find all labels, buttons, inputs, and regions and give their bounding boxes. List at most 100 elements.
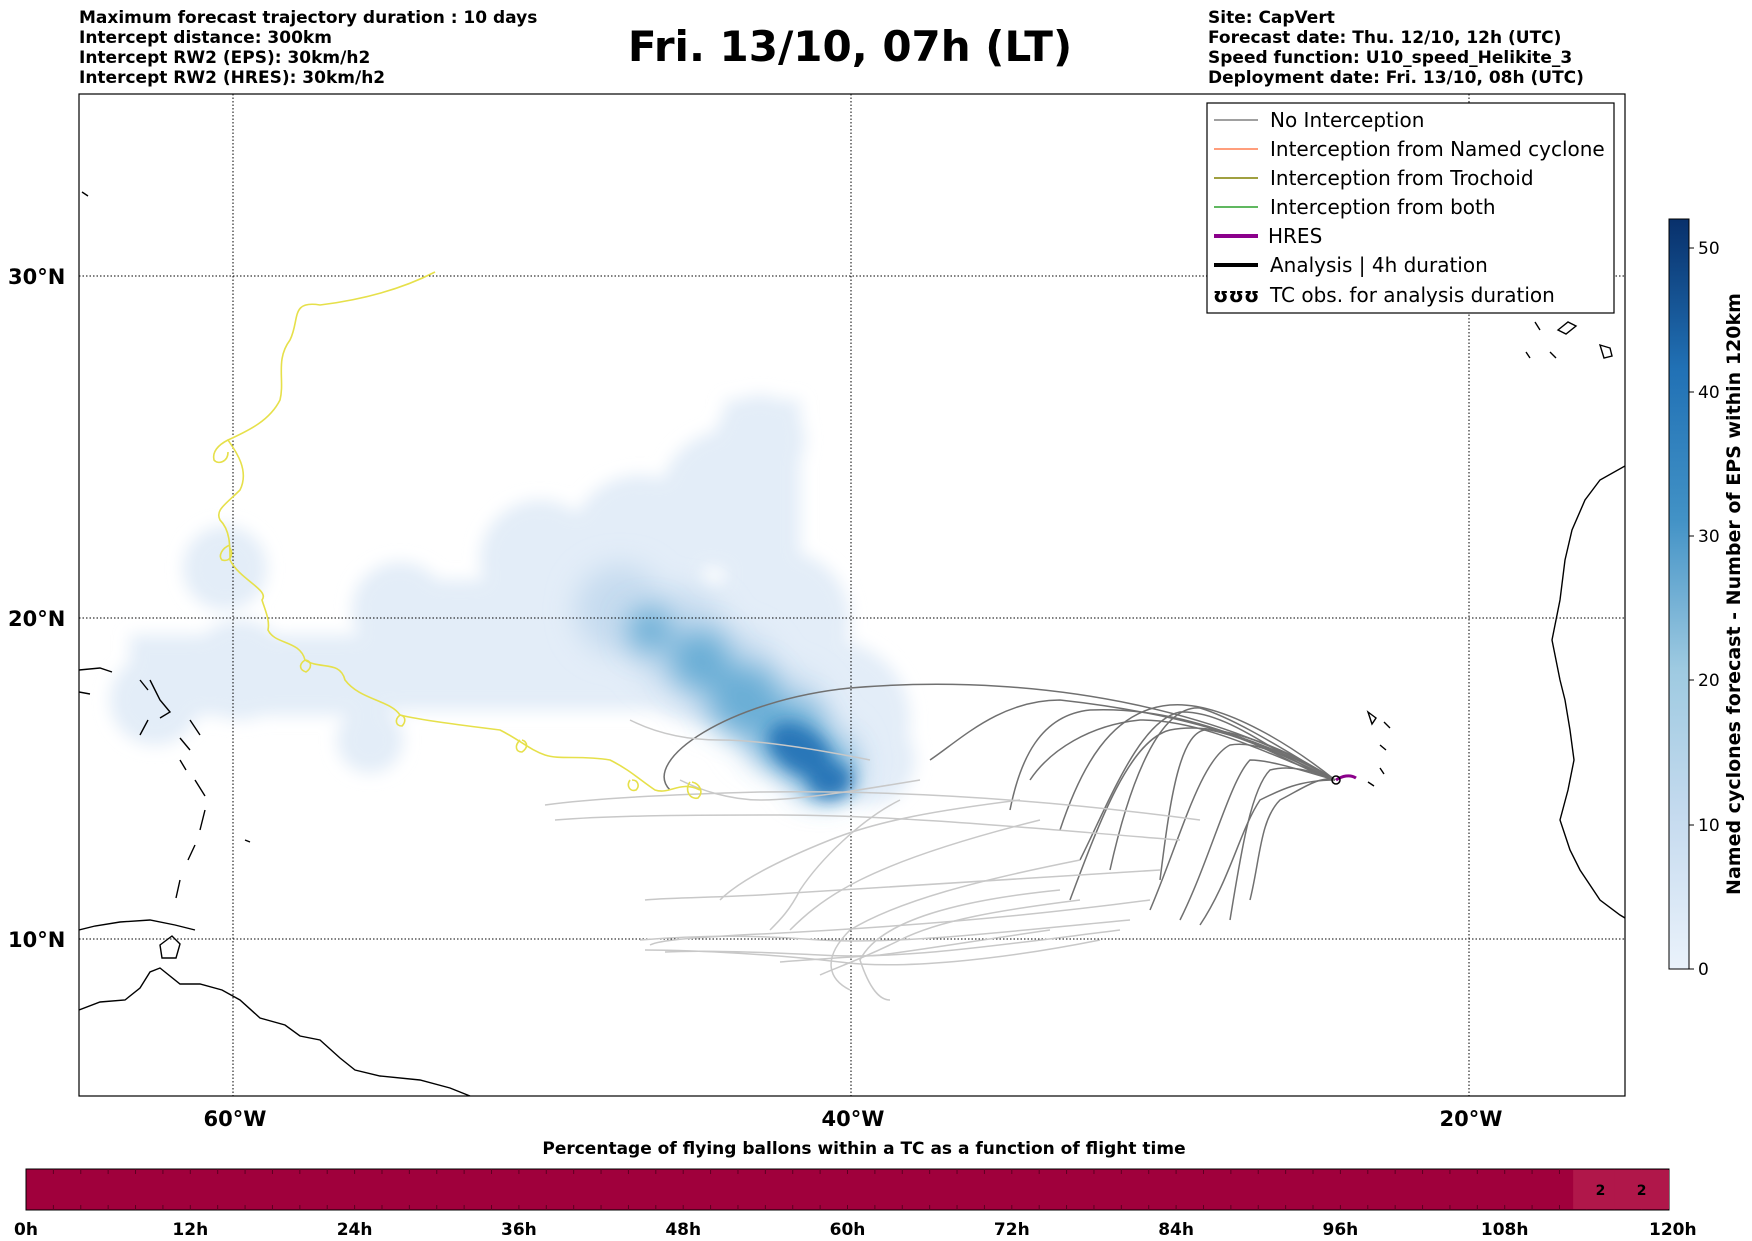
trajectory <box>644 939 1101 966</box>
colorbar-gradient <box>1668 218 1690 970</box>
svg-text:10: 10 <box>1698 816 1720 836</box>
flight-bar-tick-label: 72h <box>994 1220 1030 1240</box>
tc-obs-symbol: ʊʊʊ <box>1213 283 1259 307</box>
colorbar-tick: 30 <box>1689 527 1720 547</box>
trinidad <box>159 935 181 959</box>
trajectories-dark <box>663 683 1336 926</box>
header-right-line: Site: CapVert <box>1208 8 1335 28</box>
trajectory <box>789 819 1041 931</box>
flight-bar-cells <box>52 1169 1643 1210</box>
deployment-site-marker <box>1331 775 1341 785</box>
trajectory <box>719 799 1021 901</box>
legend-item-hres: HRES <box>1214 224 1322 248</box>
colorbar-tick: 10 <box>1689 816 1720 836</box>
svg-text:Interception from Trochoid: Interception from Trochoid <box>1270 166 1534 190</box>
colorbar-ticks: 0 10 20 30 40 50 <box>1689 239 1720 980</box>
trajectory <box>779 929 1051 963</box>
svg-text:40: 40 <box>1698 383 1720 403</box>
africa-coast <box>1551 465 1625 919</box>
header-left-line: Maximum forecast trajectory duration : 1… <box>79 8 538 28</box>
lat-label-20n: 20°N <box>8 607 65 631</box>
flight-bar-value-cell <box>1614 1170 1669 1209</box>
trajectories-light <box>544 719 1201 1001</box>
colorbar-label: Named cyclones forecast - Number of EPS … <box>1723 293 1745 895</box>
legend: No Interception Interception from Named … <box>1206 102 1615 314</box>
cape-verde-islands <box>1366 710 1391 787</box>
trajectory <box>639 919 1131 942</box>
header-right: Site: CapVert Forecast date: Thu. 12/10,… <box>1208 8 1584 88</box>
svg-text:No Interception: No Interception <box>1270 108 1424 132</box>
legend-item-trochoid: Interception from Trochoid <box>1214 166 1534 190</box>
header-left-line: Intercept distance: 300km <box>79 28 332 48</box>
legend-item-analysis: Analysis | 4h duration <box>1214 253 1488 277</box>
trajectory <box>644 869 1161 901</box>
trajectory <box>1249 778 1336 901</box>
trajectory <box>830 859 1081 991</box>
legend-item-tc-obs: ʊʊʊ TC obs. for analysis duration <box>1213 283 1555 307</box>
density-peak <box>768 723 852 798</box>
flight-bar-title: Percentage of flying ballons within a TC… <box>542 1139 1185 1159</box>
trajectory <box>1029 719 1336 781</box>
flight-bar-tick-label: 12h <box>172 1220 208 1240</box>
trajectory <box>819 899 1081 976</box>
svg-text:Analysis | 4h duration: Analysis | 4h duration <box>1270 253 1488 277</box>
flight-time-bar: Percentage of flying ballons within a TC… <box>14 1139 1697 1240</box>
lat-label-30n: 30°N <box>8 265 65 289</box>
svg-text:50: 50 <box>1698 239 1720 259</box>
trajectory <box>544 791 1201 821</box>
trajectory <box>649 899 1151 946</box>
svg-text:Interception from Named cyclon: Interception from Named cyclone <box>1270 137 1605 161</box>
caribbean-north-coast <box>79 919 196 931</box>
flight-bar-value-label: 2 <box>1637 1183 1647 1199</box>
trajectory <box>1229 767 1336 921</box>
flight-bar-tick-label: 120h <box>1649 1220 1697 1240</box>
longitude-labels: 60°W 40°W 20°W <box>204 1107 1503 1131</box>
trajectory <box>1069 727 1336 901</box>
flight-bar-tick-label: 96h <box>1323 1220 1359 1240</box>
trajectory <box>1079 711 1336 861</box>
latitude-labels: 30°N 20°N 10°N <box>8 265 65 952</box>
flight-bar-value-label: 2 <box>1596 1183 1606 1199</box>
antilles-islands <box>139 679 251 899</box>
trajectory <box>1199 779 1336 926</box>
header-left: Maximum forecast trajectory duration : 1… <box>79 8 537 88</box>
colorbar-tick: 50 <box>1689 239 1720 259</box>
svg-text:20: 20 <box>1698 671 1720 691</box>
header-right-line: Speed function: U10_speed_Helikite_3 <box>1208 48 1573 68</box>
colorbar: 0 10 20 30 40 50 Named cyclones forecast… <box>1668 218 1745 980</box>
lon-label-40w: 40°W <box>822 1107 885 1131</box>
map-area <box>79 94 1625 1096</box>
small-antilles-north <box>81 191 191 771</box>
flight-bar-fill <box>25 1168 1670 1211</box>
flight-bar-tick-label: 0h <box>14 1220 38 1240</box>
trajectory <box>663 683 1336 791</box>
trajectory <box>629 719 871 761</box>
main-title: Fri. 13/10, 07h (LT) <box>627 22 1073 71</box>
colorbar-tick: 0 <box>1689 960 1709 980</box>
trajectory <box>929 699 1336 781</box>
hres-track <box>1335 774 1357 782</box>
flight-bar-tick-label: 48h <box>665 1220 701 1240</box>
flight-bar-tick-label: 36h <box>501 1220 537 1240</box>
trajectory <box>554 814 1181 841</box>
flight-bar-tick-label: 60h <box>830 1220 866 1240</box>
trajectory <box>679 779 921 801</box>
eps-density-field <box>110 395 915 805</box>
trajectory <box>1009 709 1336 811</box>
lon-label-20w: 20°W <box>1440 1107 1503 1131</box>
svg-text:Interception from both: Interception from both <box>1270 195 1496 219</box>
header-right-line: Deployment date: Fri. 13/10, 08h (UTC) <box>1208 68 1584 88</box>
header-left-line: Intercept RW2 (HRES): 30km/h2 <box>79 68 386 88</box>
canary-islands <box>1525 321 1613 359</box>
svg-text:0: 0 <box>1698 960 1709 980</box>
puerto-rico-islands <box>79 667 149 695</box>
lon-label-60w: 60°W <box>204 1107 267 1131</box>
header-left-line: Intercept RW2 (EPS): 30km/h2 <box>79 48 371 68</box>
trajectory <box>769 799 901 931</box>
flight-bar-tick-label: 108h <box>1481 1220 1529 1240</box>
header-right-line: Forecast date: Thu. 12/10, 12h (UTC) <box>1208 28 1562 48</box>
legend-item-both: Interception from both <box>1214 195 1496 219</box>
flight-bar-tick-label: 24h <box>337 1220 373 1240</box>
svg-text:TC obs. for analysis duration: TC obs. for analysis duration <box>1269 283 1555 307</box>
